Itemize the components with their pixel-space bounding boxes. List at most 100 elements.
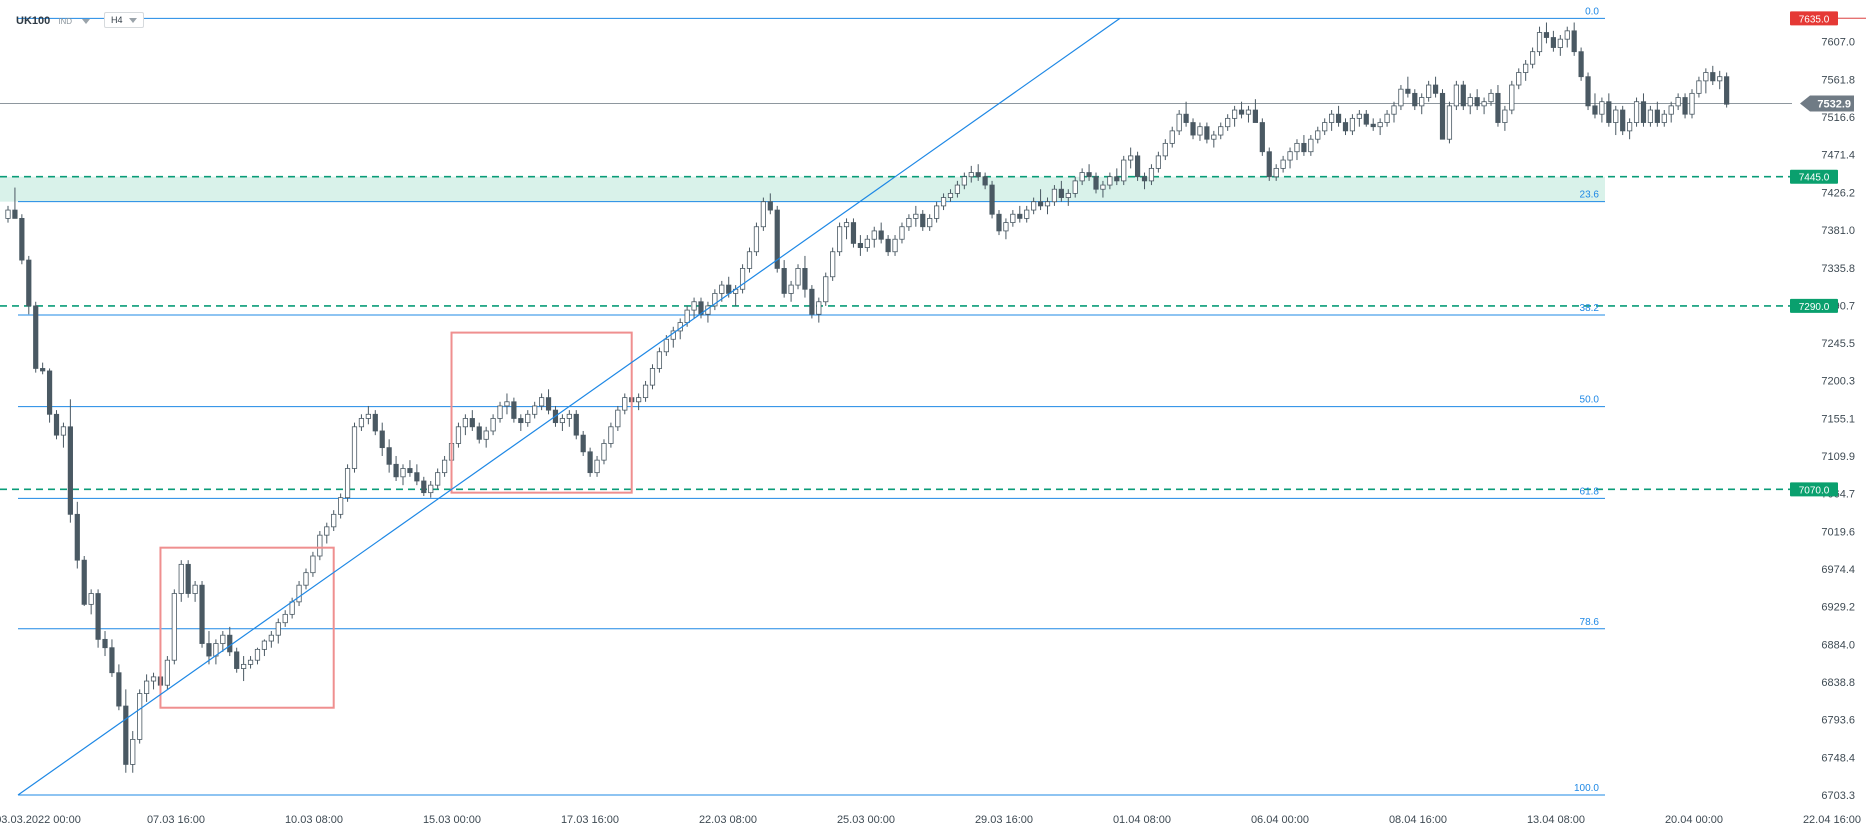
candle-body [483,430,489,440]
candle-body [1412,92,1418,107]
candle-body [1432,84,1439,94]
price-axis: 7607.0 7561.8 7516.6 7471.4 7426.2 7381.0 7335… [1821,37,1855,802]
candle-body [206,643,212,657]
candle-body [927,218,933,228]
candle-body [53,413,60,436]
price-tick-label: 7607.0 [1821,37,1855,49]
candle-body [1398,88,1404,107]
candle-body [781,268,787,294]
candle-body [1446,105,1453,140]
candle-body [421,480,427,494]
candle-body [351,426,358,469]
candle-body [1599,101,1605,115]
candle-body [1197,126,1203,136]
resistance-price-tag: 7635.0 [1790,11,1838,26]
candle-body [1342,122,1349,132]
price-tick-label: 7561.8 [1821,74,1855,86]
candle-body [497,405,503,419]
candle-body [109,647,115,674]
symbol-type: IND [58,16,73,26]
candle-body [1689,92,1695,115]
candle-body [1606,101,1612,123]
candle-body [12,209,18,219]
candle-body [511,401,517,419]
candle-body [282,613,288,624]
price-tag-shape [1790,11,1838,26]
candle-body [823,276,829,303]
candle-body [19,218,25,261]
candle-body [1682,97,1688,115]
time-tick-label: 29.03 16:00 [975,814,1033,826]
candle-body [67,426,73,515]
candle-body [400,468,406,478]
candle-body [1703,72,1709,82]
time-tick-label: 20.04 00:00 [1665,814,1723,826]
candle-body [1190,122,1196,136]
candle-body [185,563,191,594]
candle-body [1419,97,1425,107]
candle-body [739,268,746,290]
candle-body [545,397,552,411]
price-tag-label: 7445.0 [1799,173,1830,184]
candle-body [1058,188,1064,198]
current-price-tag: 7532.9 [1800,95,1854,112]
candle-body [310,555,316,574]
candle-body [1439,92,1446,140]
time-tick-label: 25.03 00:00 [837,814,895,826]
candle-body [372,413,378,432]
candle-body [74,513,80,561]
candle-body [1162,142,1168,157]
candle-body [1717,76,1723,82]
candle-body [954,184,961,194]
candle-body [324,526,330,536]
candle-body [996,213,1002,232]
timeframe-select[interactable]: H4 [104,12,144,28]
candle-body [1308,138,1314,153]
candle-body [830,251,836,278]
candle-body [504,401,510,407]
candle-body [60,426,67,436]
support-price-tag: 7070.0 [1790,482,1838,497]
candle-body [1467,97,1473,107]
candle-body [1592,105,1598,115]
candle-body [1245,109,1252,115]
candle-body [691,301,697,311]
candle-body [518,418,524,424]
symbol-dropdown-icon[interactable] [82,18,91,24]
price-tick-label: 6748.4 [1821,752,1855,764]
candle-body [961,176,967,186]
boxes-layer [159,331,633,709]
candle-body [1405,88,1411,94]
candle-body [1017,213,1023,219]
price-tag-shape [1790,482,1838,497]
candle-body [816,301,822,315]
fib-label: 0.0 [1585,6,1599,17]
candle-body [726,284,732,294]
time-axis: 03.03.2022 00:00 07.03 16:00 10.03 08:00 15… [0,814,1861,826]
candle-body [1238,109,1245,115]
highlight-box [159,546,335,709]
candle-body [580,434,586,453]
price-tick-label: 6884.0 [1821,639,1855,651]
candle-body [608,426,614,444]
price-tick-label: 7155.1 [1821,413,1855,425]
candle-body [760,201,766,228]
candle-body [1259,122,1265,153]
candle-body [1724,76,1730,105]
candle-body [774,209,780,269]
support-zone [0,176,1605,202]
candle-body [1031,201,1037,211]
candle-body [636,397,642,403]
price-tick-label: 7109.9 [1821,451,1855,463]
candle-body [947,192,954,198]
candle-body [809,288,815,315]
price-tick-label: 7245.5 [1821,338,1855,350]
candle-body [261,640,268,650]
price-tick-label: 6793.6 [1821,715,1855,727]
support-zone-layer [0,176,1605,202]
candle-body [1536,32,1543,53]
candle-body [1640,101,1647,123]
candle-body [1481,101,1487,107]
